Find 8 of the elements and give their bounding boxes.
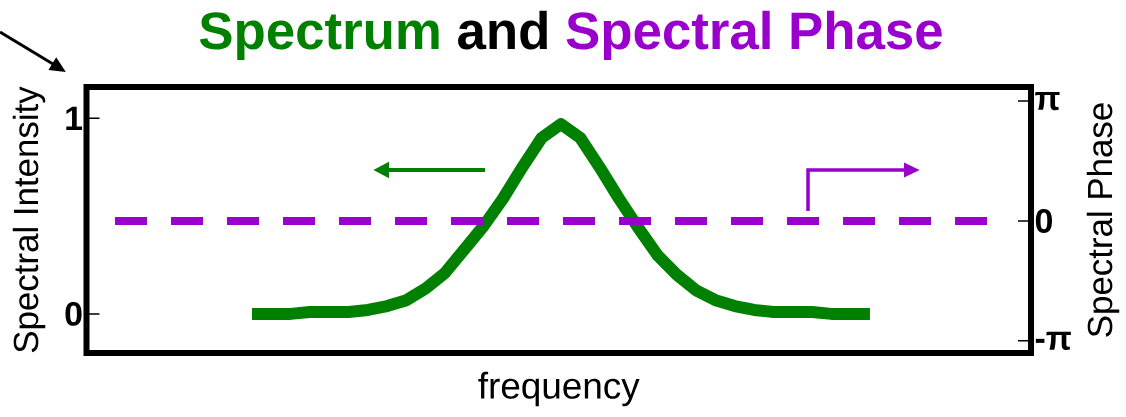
x-axis-title: frequency: [478, 371, 640, 407]
chart-title: Spectrum and Spectral Phase: [199, 10, 942, 60]
y-tick-label: 1: [66, 106, 83, 130]
y2-tick-label: π: [1035, 91, 1060, 111]
y-axis-title: Spectral Intensity: [12, 86, 46, 353]
y2-tick-label: -π: [1035, 331, 1071, 350]
y2-tick-label: 0: [1035, 208, 1052, 233]
y2-axis-title: Spectral Phase: [1086, 103, 1120, 337]
